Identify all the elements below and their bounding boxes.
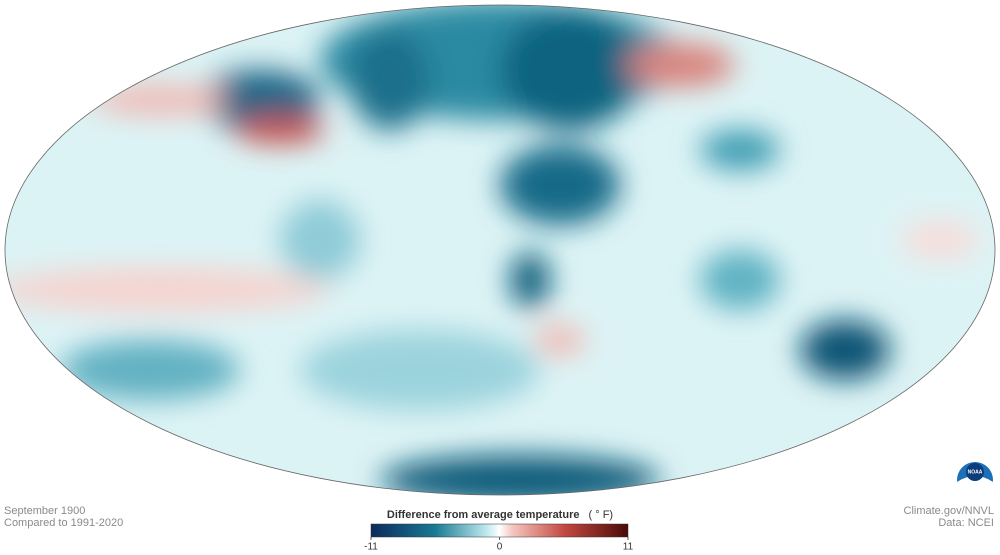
anomaly-field — [5, 5, 980, 495]
legend-title: Difference from average temperature ( ° … — [387, 509, 613, 521]
noaa-logo: NOAA — [957, 462, 993, 500]
data-credit: Data: NCEI — [938, 517, 994, 529]
source: Climate.gov/NNVL — [904, 505, 994, 517]
legend-unit: ( ° F) — [589, 509, 614, 521]
date: September 1900 — [4, 505, 85, 517]
tick-label: 0 — [497, 542, 503, 553]
map-outline — [4, 4, 996, 496]
map — [5, 5, 995, 495]
logo-text: NOAA — [968, 469, 983, 475]
legend-label: Difference from average temperature — [387, 509, 580, 521]
tick-label: -11 — [364, 542, 378, 553]
baseline: Compared to 1991-2020 — [4, 517, 123, 529]
tick-label: 11 — [623, 542, 634, 553]
color-bar — [370, 523, 629, 538]
